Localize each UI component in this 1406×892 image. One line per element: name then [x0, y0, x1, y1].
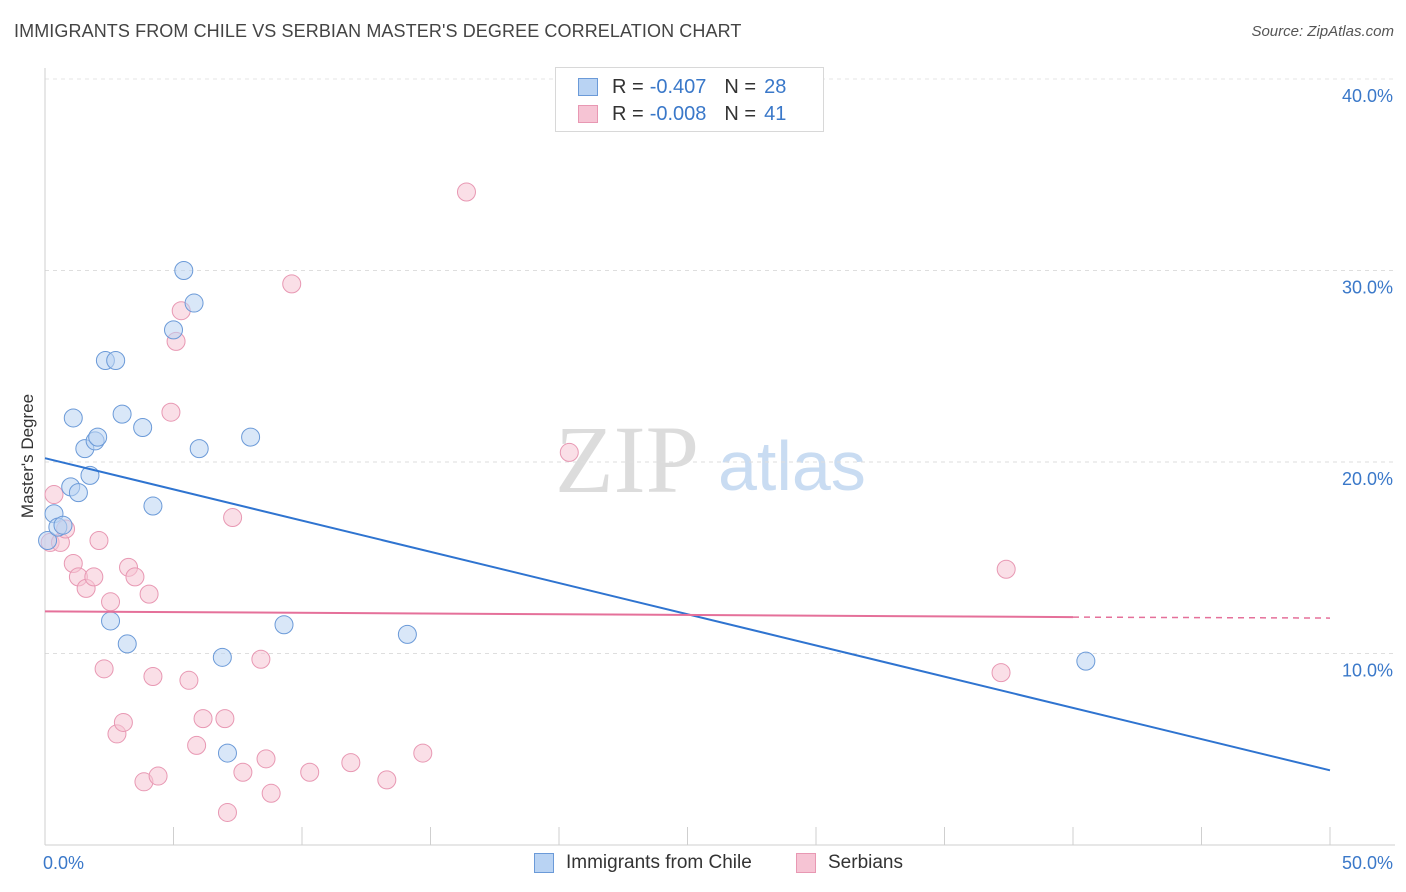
- chile-point: [133, 418, 153, 438]
- legend-n-value: 28: [764, 75, 787, 98]
- chile-point: [174, 261, 194, 280]
- source-label: Source: ZipAtlas.com: [1251, 23, 1394, 40]
- chile-point: [217, 743, 237, 763]
- chile-point: [184, 293, 204, 313]
- serbians-point: [223, 508, 243, 528]
- serbians-point: [94, 659, 114, 679]
- legend-n-label: N =: [724, 75, 757, 98]
- chile-point: [53, 515, 73, 535]
- serbians-point: [179, 670, 199, 690]
- y-tick-label: 10.0%: [1342, 661, 1393, 681]
- legend-n-label: N =: [724, 102, 757, 125]
- serbians-trend-extension: [1072, 616, 1331, 619]
- bottom-legend-swatch-chile: [534, 853, 554, 873]
- y-axis-label: Master's Degree: [18, 394, 37, 518]
- watermark: ZIP atlas: [555, 406, 866, 513]
- chile-point: [106, 351, 126, 371]
- correlation-legend: R = -0.407 N = 28 R = -0.008 N = 41: [555, 67, 824, 132]
- serbians-point: [84, 567, 104, 587]
- watermark-zip: ZIP: [555, 406, 699, 513]
- serbians-point: [233, 762, 253, 782]
- serbians-point: [991, 663, 1011, 683]
- bottom-legend-chile: Immigrants from Chile: [534, 852, 752, 874]
- serbians-point: [215, 709, 235, 729]
- chile-point: [397, 624, 417, 644]
- serbians-point: [256, 749, 276, 769]
- grid: [45, 78, 1395, 654]
- x-tick-label: 50.0%: [1342, 853, 1393, 873]
- legend-row-serbians: R = -0.008 N = 41: [578, 101, 786, 127]
- axes: [44, 68, 1395, 846]
- legend-n-value: 41: [764, 102, 787, 125]
- legend-swatch-serbians: [578, 105, 598, 123]
- chile-point: [212, 647, 232, 667]
- serbians-point: [996, 559, 1016, 579]
- serbians-point: [143, 666, 163, 686]
- bottom-legend-label-chile: Immigrants from Chile: [566, 852, 752, 873]
- serbians-point: [413, 743, 433, 763]
- serbians-point: [251, 649, 271, 669]
- serbians-point: [341, 753, 361, 773]
- serbians-point: [139, 584, 159, 604]
- tick-labels: 10.0% 20.0% 30.0% 40.0% 0.0% 50.0%: [43, 86, 1393, 873]
- chile-point: [38, 531, 58, 551]
- serbians-point: [377, 770, 397, 790]
- serbians-series: [40, 182, 1016, 822]
- trend-lines: [44, 457, 1331, 772]
- x-tick-label: 0.0%: [43, 853, 84, 873]
- legend-r-value: -0.407: [649, 75, 707, 98]
- serbians-point: [125, 567, 145, 587]
- serbians-point: [193, 709, 213, 729]
- bottom-legend-swatch-serbians: [796, 853, 816, 873]
- chile-point: [143, 496, 163, 516]
- serbians-point: [187, 735, 207, 755]
- chile-point: [63, 408, 83, 428]
- chile-point: [241, 427, 261, 447]
- watermark-atlas: atlas: [718, 427, 866, 505]
- legend-row-chile: R = -0.407 N = 28: [578, 74, 786, 100]
- chile-point: [1076, 651, 1096, 671]
- legend-swatch-chile: [578, 78, 598, 96]
- chile-point: [164, 320, 183, 340]
- chile-point: [112, 404, 132, 424]
- serbians-trend-line: [44, 610, 1074, 619]
- bottom-legend-serbians: Serbians: [796, 852, 903, 874]
- chile-series: [38, 261, 1096, 763]
- chile-point: [117, 634, 137, 654]
- serbians-point: [282, 274, 302, 294]
- chile-point: [101, 611, 121, 631]
- chile-point: [88, 427, 108, 447]
- serbians-point: [300, 762, 320, 782]
- y-tick-label: 40.0%: [1342, 86, 1393, 106]
- serbians-point: [44, 485, 64, 505]
- serbians-point: [456, 182, 476, 202]
- legend-r-label: R =: [612, 102, 644, 125]
- serbians-point: [559, 442, 579, 462]
- chile-point: [189, 439, 209, 459]
- serbians-point: [261, 783, 281, 803]
- y-tick-label: 30.0%: [1342, 278, 1393, 298]
- legend-r-value: -0.008: [649, 102, 707, 125]
- serbians-point: [101, 592, 121, 612]
- chart-title: IMMIGRANTS FROM CHILE VS SERBIAN MASTER'…: [14, 21, 742, 41]
- y-tick-label: 20.0%: [1342, 469, 1393, 489]
- serbians-point: [217, 802, 237, 822]
- chile-point: [274, 615, 294, 635]
- chile-point: [68, 483, 88, 503]
- serbians-point: [89, 531, 109, 551]
- serbians-point: [148, 766, 168, 786]
- serbians-point: [113, 712, 133, 732]
- bottom-legend-label-serbians: Serbians: [828, 852, 903, 873]
- legend-r-label: R =: [612, 75, 644, 98]
- serbians-point: [161, 402, 181, 422]
